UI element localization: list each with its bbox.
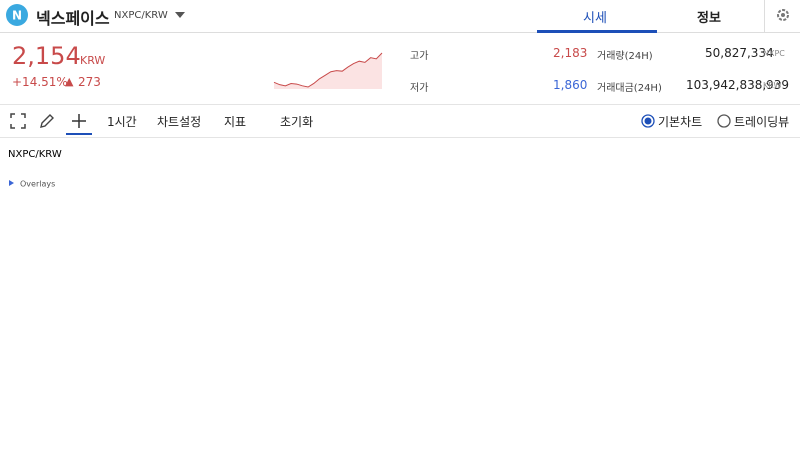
draw-icon[interactable] — [39, 113, 55, 129]
fullscreen-icon[interactable] — [10, 113, 26, 129]
chart-title: NXPC/KRW — [8, 149, 62, 160]
interval[interactable]: 1시간 — [107, 115, 137, 129]
stat-value: 103,942,838,939 — [686, 78, 790, 92]
stat-label: 거래대금(24H) — [597, 83, 662, 94]
pair: NXPC/KRW — [114, 10, 168, 21]
indicator[interactable]: 지표 — [224, 115, 247, 129]
reset[interactable]: 초기화 — [280, 115, 314, 129]
svg-text:N: N — [12, 9, 22, 23]
change-pct: +14.51% — [12, 75, 68, 89]
sparkline-area — [274, 53, 382, 89]
overlay-toggle[interactable] — [9, 180, 14, 186]
sparkline-line — [273, 52, 383, 88]
stat-unit: NXPC — [763, 49, 785, 58]
arrow: ▲ — [65, 75, 74, 88]
chart: NXPC/KRW Overlays 5/3112:006/112:006/212… — [8, 149, 62, 189]
tab[interactable]: 시세 — [583, 11, 607, 26]
chart-settings[interactable]: 차트설정 — [157, 115, 202, 129]
coin-name: 넥스페이스 — [36, 9, 110, 28]
summary: 2,154 KRW +14.51% ▲ 273 고가 2,183 저가 1,860 거래… — [0, 33, 800, 101]
dropdown[interactable] — [174, 10, 186, 20]
stat-value: 2,183 — [553, 46, 588, 60]
stat-value: 1,860 — [553, 78, 588, 92]
mode[interactable]: 트레이딩뷰 — [734, 115, 790, 129]
stat-label: 고가 — [410, 51, 429, 62]
stat-unit: KRW — [763, 81, 782, 90]
logo: N — [6, 4, 28, 26]
radio-off[interactable] — [717, 114, 731, 128]
sparkline — [273, 52, 383, 89]
stat-label: 저가 — [410, 83, 429, 94]
stat-label: 거래량(24H) — [597, 51, 653, 62]
divider — [764, 0, 765, 32]
tab[interactable]: 정보 — [697, 11, 721, 26]
stat-value: 50,827,334 — [705, 46, 774, 60]
price: 2,154 — [12, 42, 81, 70]
crosshair-icon[interactable] — [64, 109, 94, 135]
change: 273 — [78, 75, 101, 89]
toolbar: 1시간 차트설정 지표 초기화 기본차트 트레이딩뷰 — [0, 104, 800, 138]
header: N 넥스페이스 NXPC/KRW 시세 정보 — [0, 0, 800, 33]
overlays[interactable]: Overlays — [20, 180, 55, 189]
radio-on[interactable] — [641, 114, 655, 128]
tab-underline — [537, 30, 657, 33]
unit: KRW — [80, 54, 106, 67]
mode[interactable]: 기본차트 — [658, 115, 703, 129]
settings-icon[interactable] — [775, 7, 791, 23]
